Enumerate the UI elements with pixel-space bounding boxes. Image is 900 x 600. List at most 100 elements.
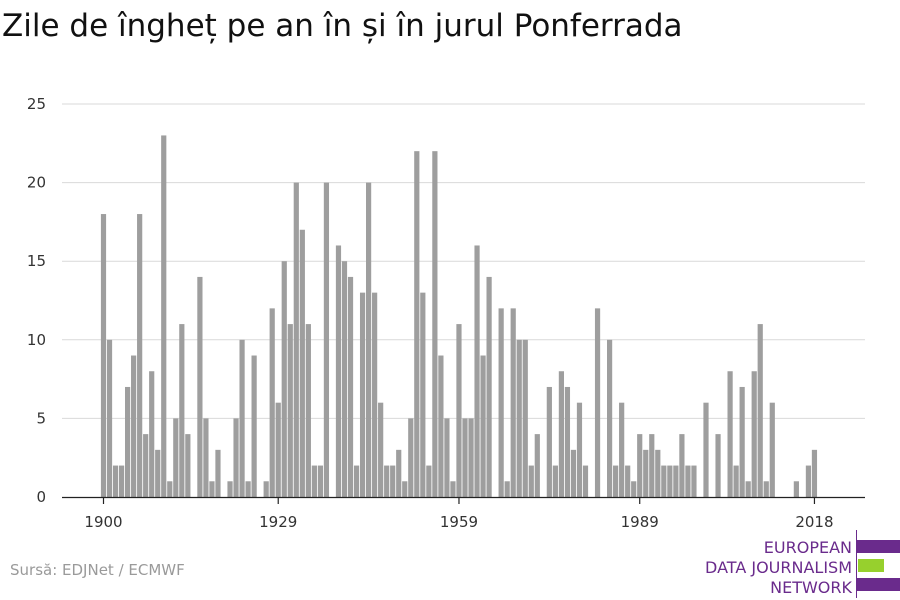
bar-1972[interactable]: [534, 434, 540, 497]
bar-1942[interactable]: [353, 465, 360, 497]
bar-1955[interactable]: [432, 151, 438, 497]
bar-2000[interactable]: [703, 402, 709, 497]
bar-1993[interactable]: [661, 465, 667, 497]
bar-1945[interactable]: [372, 292, 378, 497]
bar-1979[interactable]: [576, 402, 583, 497]
bar-1971[interactable]: [528, 465, 534, 497]
bar-1976[interactable]: [558, 371, 564, 497]
bar-1900[interactable]: [100, 214, 107, 498]
bar-1903[interactable]: [118, 465, 125, 497]
bar-1985[interactable]: [613, 465, 619, 497]
bar-1902[interactable]: [112, 465, 119, 497]
bar-1930[interactable]: [281, 261, 287, 497]
bar-1921[interactable]: [227, 481, 233, 497]
bar-2011[interactable]: [769, 402, 775, 497]
bar-1982[interactable]: [594, 308, 601, 497]
bar-1912[interactable]: [173, 418, 179, 497]
bar-1980[interactable]: [582, 465, 589, 497]
bar-1916[interactable]: [197, 276, 203, 497]
bar-1984[interactable]: [607, 339, 613, 497]
bar-2004[interactable]: [727, 371, 733, 497]
bar-1909[interactable]: [155, 449, 161, 497]
bar-1911[interactable]: [167, 481, 173, 497]
bar-2017[interactable]: [805, 465, 812, 497]
bar-2007[interactable]: [745, 481, 751, 497]
bar-1995[interactable]: [673, 465, 679, 497]
bar-2008[interactable]: [751, 371, 757, 497]
bar-1964[interactable]: [486, 276, 492, 497]
bar-1959[interactable]: [456, 324, 462, 497]
bar-1941[interactable]: [347, 276, 354, 497]
bar-1961[interactable]: [468, 418, 474, 497]
bar-1997[interactable]: [685, 465, 691, 497]
bar-2009[interactable]: [757, 324, 763, 497]
bar-1939[interactable]: [335, 245, 342, 497]
bar-1958[interactable]: [450, 481, 456, 497]
bar-1948[interactable]: [390, 465, 396, 497]
bar-1944[interactable]: [366, 182, 372, 497]
bar-1925[interactable]: [251, 355, 257, 497]
bar-1986[interactable]: [619, 402, 625, 497]
bar-1923[interactable]: [239, 339, 245, 497]
bar-1987[interactable]: [625, 465, 631, 497]
bar-1918[interactable]: [209, 481, 215, 497]
bar-2006[interactable]: [739, 386, 745, 497]
bar-1929[interactable]: [275, 402, 281, 497]
bar-1978[interactable]: [570, 449, 577, 497]
bar-1946[interactable]: [378, 402, 384, 497]
bar-1947[interactable]: [384, 465, 390, 497]
bar-1932[interactable]: [293, 182, 299, 497]
bar-1970[interactable]: [522, 339, 528, 497]
bar-1960[interactable]: [462, 418, 468, 497]
bar-1928[interactable]: [269, 308, 275, 497]
bar-1994[interactable]: [667, 465, 673, 497]
bar-1927[interactable]: [263, 481, 269, 497]
bar-1906[interactable]: [137, 214, 143, 498]
bar-2002[interactable]: [715, 434, 721, 497]
bar-1950[interactable]: [402, 481, 408, 497]
bar-1996[interactable]: [679, 434, 685, 497]
bar-1998[interactable]: [691, 465, 697, 497]
bar-2015[interactable]: [793, 481, 799, 497]
bar-1936[interactable]: [317, 465, 323, 497]
bar-1908[interactable]: [149, 371, 155, 497]
bar-1991[interactable]: [649, 434, 655, 497]
bar-1962[interactable]: [474, 245, 480, 497]
bar-1914[interactable]: [185, 434, 191, 497]
edjnet-logo[interactable]: EUROPEAN DATA JOURNALISM NETWORK: [700, 530, 900, 598]
bar-1905[interactable]: [131, 355, 137, 497]
bar-1904[interactable]: [125, 386, 131, 497]
bar-1954[interactable]: [426, 465, 432, 497]
bar-1966[interactable]: [498, 308, 504, 497]
bar-1988[interactable]: [631, 481, 637, 497]
bar-1940[interactable]: [341, 261, 348, 497]
bar-2005[interactable]: [733, 465, 739, 497]
bar-1969[interactable]: [516, 339, 522, 497]
bar-1975[interactable]: [552, 465, 558, 497]
bar-1933[interactable]: [299, 229, 305, 497]
bar-1913[interactable]: [179, 324, 185, 497]
bar-1952[interactable]: [414, 151, 420, 497]
bar-1910[interactable]: [161, 135, 167, 497]
bar-1956[interactable]: [438, 355, 444, 497]
bar-1924[interactable]: [245, 481, 251, 497]
bar-1922[interactable]: [233, 418, 239, 497]
bar-1917[interactable]: [203, 418, 209, 497]
bar-1919[interactable]: [215, 449, 221, 497]
bar-1901[interactable]: [106, 339, 113, 497]
bar-1963[interactable]: [480, 355, 486, 497]
bar-1953[interactable]: [420, 292, 426, 497]
bar-1949[interactable]: [396, 449, 402, 497]
bar-1968[interactable]: [510, 308, 516, 497]
bar-1937[interactable]: [323, 182, 330, 497]
bar-1935[interactable]: [311, 465, 317, 497]
bar-2010[interactable]: [763, 481, 769, 497]
bar-1934[interactable]: [305, 324, 311, 497]
bar-1967[interactable]: [504, 481, 510, 497]
bar-1990[interactable]: [643, 449, 649, 497]
bar-1931[interactable]: [287, 324, 293, 497]
bar-1989[interactable]: [637, 434, 643, 497]
bar-1992[interactable]: [655, 449, 661, 497]
bar-1977[interactable]: [564, 386, 571, 497]
bar-1907[interactable]: [143, 434, 149, 497]
